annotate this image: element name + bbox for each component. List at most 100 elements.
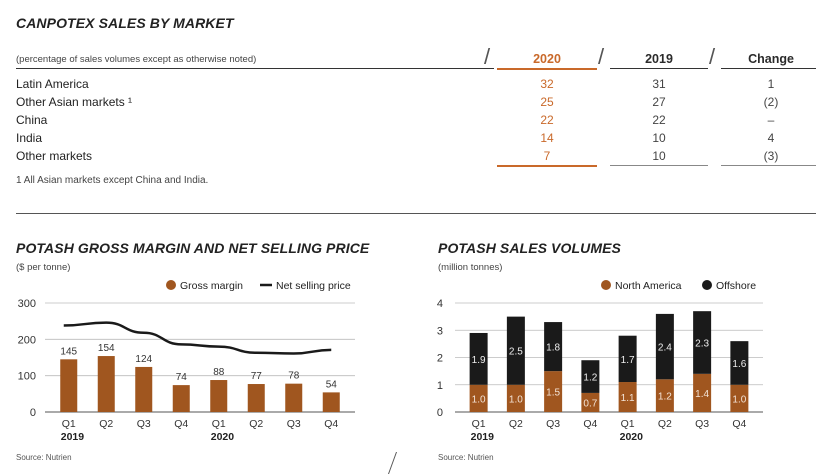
bar-data-label: 77 bbox=[251, 371, 263, 382]
bar-data-label: 1.5 bbox=[546, 388, 560, 399]
bar-data-label: 54 bbox=[326, 379, 338, 390]
x-tick-label: Q1 bbox=[62, 418, 76, 430]
bar-offshore bbox=[544, 322, 563, 372]
footer-rule-highlight bbox=[497, 165, 597, 167]
bar-north-america bbox=[506, 384, 525, 412]
bar-gross-margin bbox=[135, 366, 153, 412]
header-rule-highlight bbox=[497, 68, 597, 70]
table-cell-change: 4 bbox=[767, 131, 775, 145]
legend-label-net-selling-price: Net selling price bbox=[276, 280, 351, 292]
legend-label-north-america: North America bbox=[615, 280, 682, 292]
bar-data-label: 1.4 bbox=[695, 389, 709, 400]
bar-north-america bbox=[581, 392, 600, 412]
y-tick-label: 300 bbox=[18, 298, 36, 310]
bar-offshore bbox=[506, 316, 525, 385]
table-cell-2019: 27 bbox=[652, 95, 666, 109]
bar-data-label: 1.0 bbox=[732, 394, 746, 405]
chart-2-title: POTASH SALES VOLUMES bbox=[438, 240, 621, 256]
y-tick-label: 200 bbox=[18, 334, 36, 346]
chart-1-unit: ($ per tonne) bbox=[16, 262, 71, 273]
x-tick-label: Q4 bbox=[174, 418, 188, 430]
bar-north-america bbox=[469, 384, 488, 412]
bar-offshore bbox=[730, 341, 749, 385]
bar-data-label: 1.0 bbox=[472, 394, 486, 405]
bar-north-america bbox=[730, 384, 749, 412]
gross-margin-chart: Gross margin Net selling price 0 100 200 30… bbox=[16, 280, 355, 462]
year-label-2019: 2019 bbox=[471, 431, 495, 443]
chart-1-legend: Gross margin Net selling price bbox=[166, 280, 351, 292]
bar-data-label: 1.7 bbox=[621, 355, 635, 366]
table-cell-2019: 10 bbox=[652, 131, 666, 145]
bar-offshore bbox=[469, 332, 488, 385]
bar-data-label: 88 bbox=[213, 367, 225, 378]
y-tick-label: 4 bbox=[437, 298, 443, 310]
table-cell-2020: 22 bbox=[540, 113, 554, 127]
x-tick-label: Q2 bbox=[658, 418, 672, 430]
x-tick-label: Q4 bbox=[324, 418, 338, 430]
bar-north-america bbox=[544, 371, 563, 412]
bar-gross-margin bbox=[210, 380, 228, 412]
chart-1-source: Source: Nutrien bbox=[16, 453, 72, 462]
sales-volumes-chart: North America Offshore 0 1 2 3 4 1.0 1.9 1.0 2.… bbox=[437, 280, 763, 462]
bar-data-label: 1.0 bbox=[509, 394, 523, 405]
footer-rule bbox=[721, 165, 816, 166]
y-tick-label: 0 bbox=[30, 407, 36, 419]
year-label-2020: 2020 bbox=[211, 431, 235, 443]
x-tick-label: Q1 bbox=[472, 418, 486, 430]
table-cell-change: 1 bbox=[767, 77, 775, 91]
table-title: CANPOTEX SALES BY MARKET bbox=[16, 15, 234, 31]
header-rule bbox=[16, 68, 494, 69]
bar-data-label: 1.6 bbox=[732, 359, 746, 370]
column-divider-slash: / bbox=[598, 44, 605, 69]
header-rule bbox=[721, 68, 816, 69]
bar-data-label: 154 bbox=[98, 343, 115, 354]
table-cell-2020: 7 bbox=[543, 149, 551, 163]
header-rule bbox=[610, 68, 708, 69]
bar-gross-margin bbox=[97, 356, 115, 412]
bar-data-label: 2.4 bbox=[658, 343, 672, 354]
x-tick-label: Q1 bbox=[212, 418, 226, 430]
legend-swatch-offshore bbox=[702, 280, 712, 290]
bar-data-label: 145 bbox=[60, 346, 77, 357]
table-subtitle: (percentage of sales volumes except as o… bbox=[16, 54, 257, 65]
year-label-2019: 2019 bbox=[61, 431, 85, 443]
bar-gross-margin bbox=[285, 383, 303, 412]
column-divider-slash: / bbox=[484, 44, 491, 69]
column-header-2019: 2019 bbox=[645, 52, 673, 66]
table-cell-change: (3) bbox=[763, 149, 779, 163]
bar-data-label: 78 bbox=[288, 371, 300, 382]
table-row-label: Latin America bbox=[16, 77, 89, 91]
chart-1-title: POTASH GROSS MARGIN AND NET SELLING PRIC… bbox=[16, 240, 370, 256]
x-tick-label: Q2 bbox=[509, 418, 523, 430]
bar-data-label: 1.2 bbox=[658, 392, 672, 403]
bar-gross-margin bbox=[247, 384, 265, 412]
bar-offshore bbox=[581, 360, 600, 393]
column-header-change: Change bbox=[748, 52, 794, 66]
table-cell-2020: 14 bbox=[540, 131, 554, 145]
y-tick-label: 1 bbox=[437, 380, 443, 392]
column-header-2020: 2020 bbox=[533, 52, 561, 66]
bar-offshore bbox=[655, 313, 674, 380]
x-tick-label: Q2 bbox=[99, 418, 113, 430]
bar-gross-margin bbox=[172, 385, 190, 412]
y-tick-label: 3 bbox=[437, 325, 443, 337]
section-divider bbox=[16, 213, 816, 214]
chart-2-source: Source: Nutrien bbox=[438, 453, 494, 462]
table-cell-2019: 22 bbox=[652, 113, 666, 127]
bar-data-label: 2.3 bbox=[695, 339, 709, 350]
table-cell-change: – bbox=[767, 113, 775, 127]
year-label-2020: 2020 bbox=[620, 431, 644, 443]
table-cell-2019: 31 bbox=[652, 77, 666, 91]
legend-swatch-north-america bbox=[601, 280, 611, 290]
table-cell-change: (2) bbox=[763, 95, 779, 109]
bar-gross-margin bbox=[60, 359, 78, 412]
x-tick-label: Q2 bbox=[249, 418, 263, 430]
bar-data-label: 0.7 bbox=[583, 398, 597, 409]
x-tick-label: Q3 bbox=[695, 418, 709, 430]
y-tick-label: 0 bbox=[437, 407, 443, 419]
bar-data-label: 74 bbox=[176, 372, 188, 383]
bar-gross-margin bbox=[322, 392, 340, 412]
x-tick-label: Q4 bbox=[583, 418, 597, 430]
table-cell-2019: 10 bbox=[652, 149, 666, 163]
legend-label-gross-margin: Gross margin bbox=[180, 280, 243, 292]
